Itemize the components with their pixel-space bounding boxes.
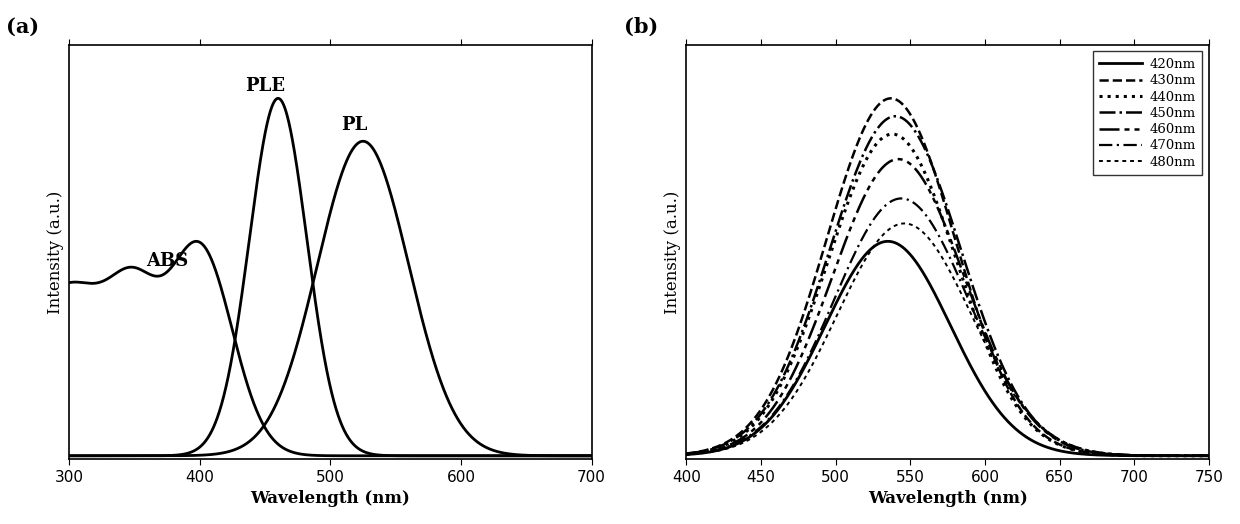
Y-axis label: Intensity (a.u.): Intensity (a.u.) xyxy=(663,190,681,314)
X-axis label: Wavelength (nm): Wavelength (nm) xyxy=(868,490,1028,507)
Text: (b): (b) xyxy=(624,16,658,37)
Legend: 420nm, 430nm, 440nm, 450nm, 460nm, 470nm, 480nm: 420nm, 430nm, 440nm, 450nm, 460nm, 470nm… xyxy=(1092,51,1203,176)
Text: PLE: PLE xyxy=(246,77,285,95)
Text: ABS: ABS xyxy=(146,252,188,270)
Text: PL: PL xyxy=(341,116,367,134)
Text: (a): (a) xyxy=(6,16,40,37)
X-axis label: Wavelength (nm): Wavelength (nm) xyxy=(250,490,410,507)
Y-axis label: Intensity (a.u.): Intensity (a.u.) xyxy=(47,190,63,314)
